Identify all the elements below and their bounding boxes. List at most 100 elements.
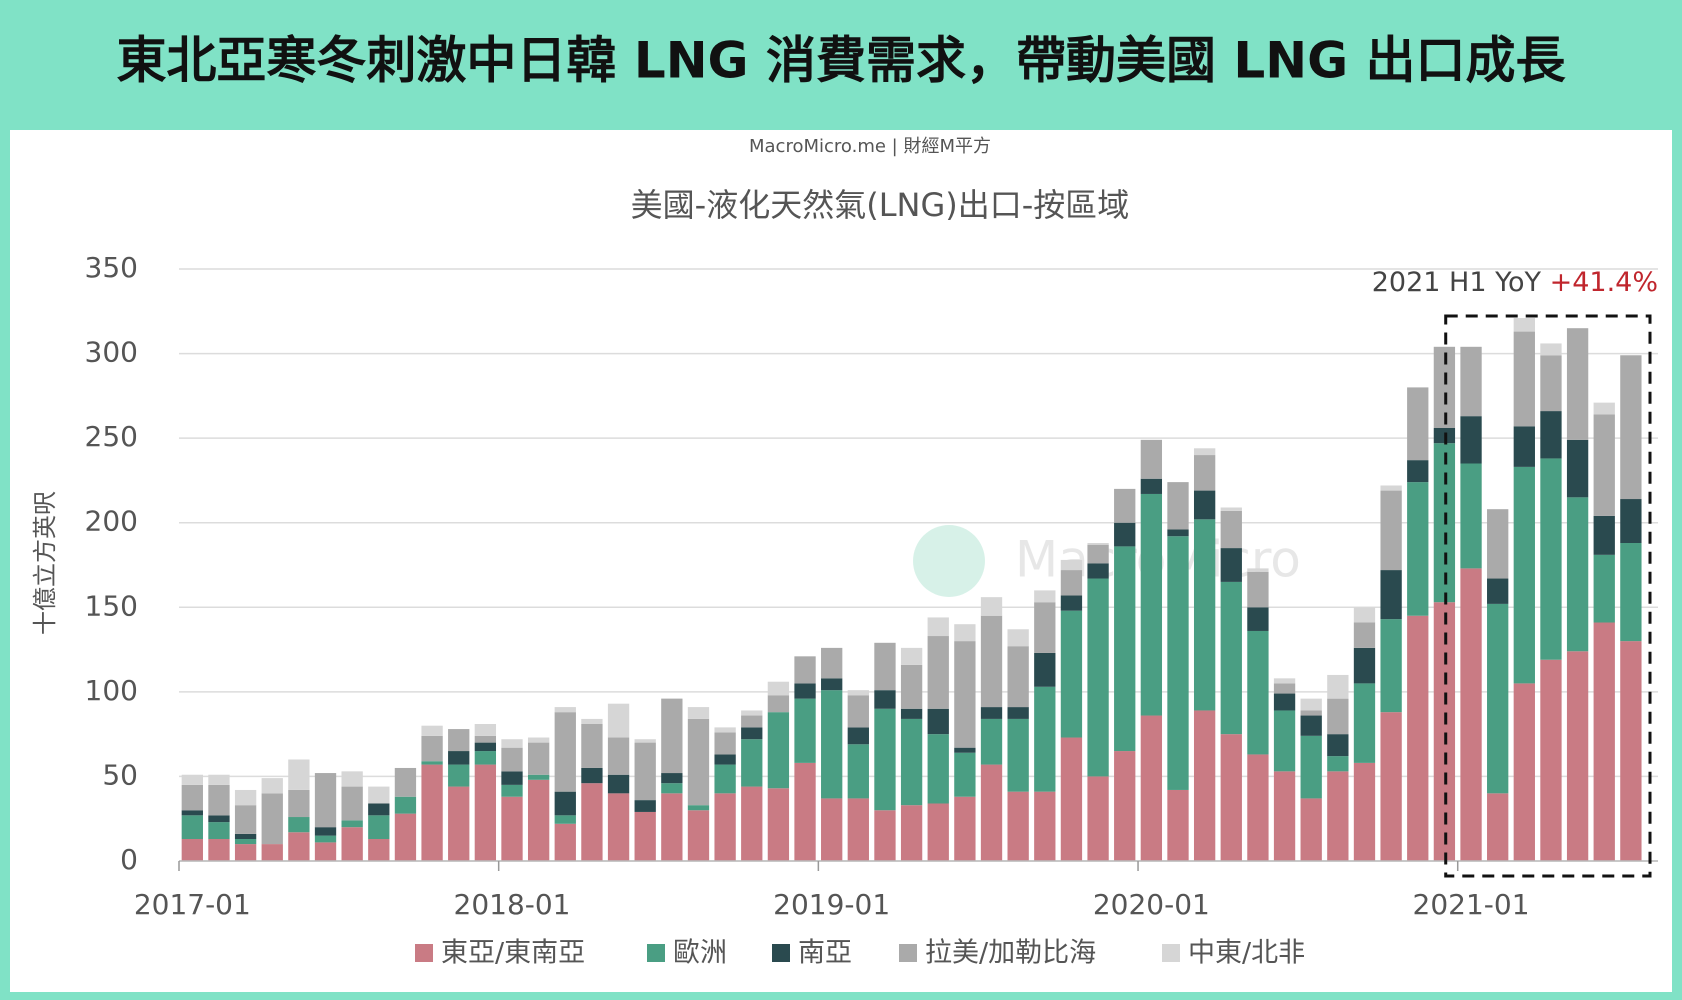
bar-segment bbox=[1460, 568, 1482, 861]
bar-segment bbox=[900, 647, 923, 665]
bar-segment bbox=[368, 786, 390, 804]
bar-segment bbox=[1513, 426, 1535, 467]
bar-segment bbox=[607, 703, 630, 738]
bar-segment bbox=[501, 739, 523, 748]
bar-segment bbox=[341, 820, 363, 828]
bar-segment bbox=[1433, 346, 1456, 428]
bar-segment bbox=[1167, 482, 1189, 530]
subtitle: 美國-液化天然氣(LNG)出口-按區域 bbox=[631, 186, 1130, 224]
bar-segment bbox=[1220, 507, 1242, 511]
y-tick-label: 350 bbox=[85, 251, 138, 284]
bar-segment bbox=[368, 839, 390, 861]
bar-segment bbox=[980, 764, 1003, 861]
legend-swatch bbox=[1162, 944, 1180, 962]
bar-segment bbox=[714, 764, 736, 794]
bar-segment bbox=[687, 718, 710, 806]
bar-segment bbox=[181, 784, 203, 811]
bar-segment bbox=[527, 737, 550, 743]
bar-segment bbox=[900, 664, 923, 709]
bar-segment bbox=[1220, 581, 1242, 735]
bar-segment bbox=[1087, 563, 1109, 579]
bar-segment bbox=[927, 803, 949, 861]
bar-segment bbox=[1460, 463, 1482, 569]
bar-segment bbox=[1273, 771, 1296, 861]
bar-segment bbox=[794, 698, 816, 763]
x-tick-label: 2018-01 bbox=[454, 888, 571, 921]
bar-segment bbox=[181, 815, 203, 840]
bar-segment bbox=[1380, 490, 1402, 571]
bar-segment bbox=[1407, 387, 1429, 461]
bar-segment bbox=[874, 690, 896, 709]
annotation: 2021 H1 YoY +41.4% bbox=[1372, 267, 1658, 298]
bar-segment bbox=[1300, 798, 1322, 861]
bar-segment bbox=[661, 698, 683, 774]
bar-segment bbox=[1060, 570, 1083, 596]
bar-segment bbox=[421, 725, 443, 736]
bar-segment bbox=[1034, 602, 1056, 653]
bar-segment bbox=[847, 744, 869, 799]
bar-segment bbox=[501, 747, 523, 772]
bar-segment bbox=[421, 761, 443, 765]
bar-segment bbox=[1247, 607, 1269, 631]
bar-segment bbox=[1114, 522, 1136, 547]
bar-segment bbox=[1247, 568, 1269, 572]
bar-segment bbox=[581, 783, 603, 861]
bar-segment bbox=[767, 788, 790, 861]
bar-segment bbox=[980, 615, 1003, 708]
bar-segment bbox=[1220, 548, 1242, 582]
bar-segment bbox=[1193, 710, 1216, 861]
bar-segment bbox=[288, 817, 310, 833]
bar-segment bbox=[1140, 478, 1163, 494]
bar-segment bbox=[1620, 641, 1642, 861]
bar-segment bbox=[1193, 519, 1216, 711]
legend-swatch bbox=[415, 944, 433, 962]
bar-segment bbox=[1513, 683, 1535, 861]
bar-segment bbox=[421, 735, 443, 762]
bar-segment bbox=[927, 734, 949, 804]
bar-segment bbox=[261, 778, 283, 794]
bar-segment bbox=[181, 839, 203, 861]
bar-segment bbox=[661, 773, 683, 784]
bar-segment bbox=[634, 739, 656, 743]
legend-label: 中東/北非 bbox=[1188, 938, 1305, 969]
bar-segment bbox=[288, 789, 310, 818]
bar-segment bbox=[980, 707, 1003, 719]
bar-segment bbox=[1433, 602, 1456, 861]
bar-segment bbox=[821, 690, 843, 799]
bar-segment bbox=[1273, 710, 1296, 772]
bar-segment bbox=[1460, 346, 1482, 417]
bar-segment bbox=[1593, 402, 1615, 415]
bar-segment bbox=[394, 767, 417, 797]
bar-segment bbox=[554, 707, 576, 713]
y-tick-label: 300 bbox=[85, 336, 138, 369]
bar-segment bbox=[1220, 510, 1242, 549]
bar-segment bbox=[767, 712, 790, 789]
bar-segment bbox=[261, 844, 283, 861]
bar-segment bbox=[1593, 622, 1615, 861]
bar-segment bbox=[474, 764, 497, 861]
legend-swatch bbox=[772, 944, 790, 962]
bar-segment bbox=[1353, 647, 1376, 684]
bar-segment bbox=[1007, 629, 1029, 647]
bar-segment bbox=[208, 839, 230, 861]
bar-segment bbox=[1353, 622, 1376, 648]
bar-segment bbox=[954, 641, 976, 748]
bar-segment bbox=[1513, 318, 1535, 332]
bar-segment bbox=[741, 786, 763, 861]
bar-segment bbox=[847, 727, 869, 745]
bar-segment bbox=[980, 718, 1003, 765]
bar-segment bbox=[847, 690, 869, 696]
bar-segment bbox=[1620, 355, 1642, 500]
bar-segment bbox=[1087, 543, 1109, 545]
bar-segment bbox=[1193, 448, 1216, 456]
bar-segment bbox=[1273, 678, 1296, 684]
bar-segment bbox=[1620, 499, 1642, 544]
bar-segment bbox=[234, 789, 257, 806]
bar-segment bbox=[208, 784, 230, 816]
bar-segment bbox=[900, 708, 923, 719]
bar-segment bbox=[1300, 698, 1322, 711]
bar-segment bbox=[954, 747, 976, 753]
bar-segment bbox=[314, 835, 337, 843]
bar-segment bbox=[1540, 411, 1562, 459]
